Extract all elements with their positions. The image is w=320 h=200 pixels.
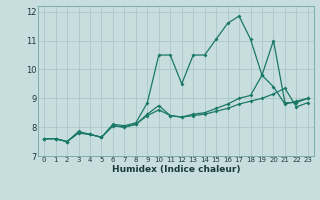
X-axis label: Humidex (Indice chaleur): Humidex (Indice chaleur) (112, 165, 240, 174)
